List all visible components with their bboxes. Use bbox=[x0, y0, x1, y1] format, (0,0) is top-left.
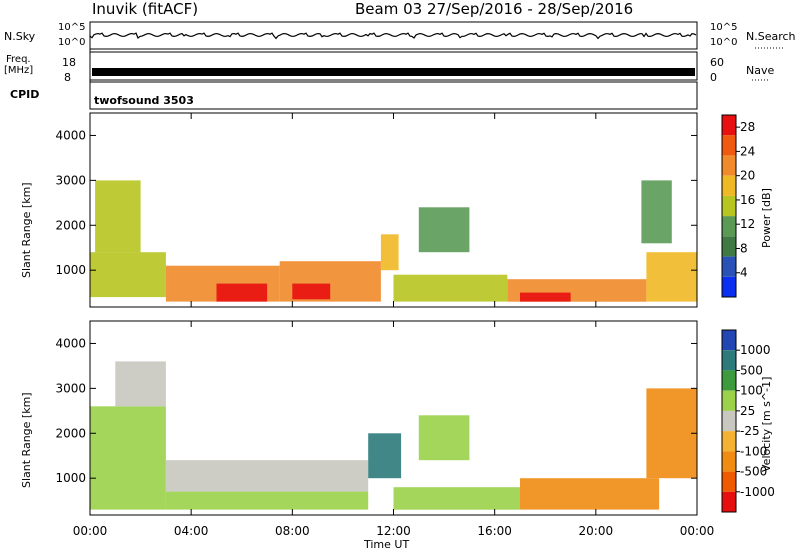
colorbar-tick-label-0-6: 28 bbox=[740, 120, 755, 134]
colorbar-swatch-1-8 bbox=[722, 491, 736, 512]
data-region-0-10 bbox=[520, 292, 571, 302]
cpid-value: twofsound 3503 bbox=[94, 94, 194, 107]
colorbar-tick-label-0-5: 24 bbox=[740, 144, 755, 158]
ytick-label-1-2: 3000 bbox=[55, 381, 86, 395]
colorbar-tick-label-1-4: -25 bbox=[740, 424, 760, 438]
colorbar-swatch-1-4 bbox=[722, 410, 736, 432]
beam-date-title: Beam 03 27/Sep/2016 - 28/Sep/2016 bbox=[355, 0, 634, 18]
colorbar-swatch-0-0 bbox=[722, 276, 736, 297]
ytick-label-0-1: 2000 bbox=[55, 218, 86, 232]
nsky-tick-bottom: 10^0 bbox=[58, 37, 86, 48]
data-region-0-6 bbox=[380, 234, 399, 271]
nave-trace bbox=[92, 68, 695, 76]
colorbar-frame-1 bbox=[721, 329, 737, 513]
colorbar-swatch-1-1 bbox=[722, 350, 736, 371]
colorbar-tick-label-1-7: -1000 bbox=[740, 485, 775, 499]
data-region-1-5 bbox=[393, 487, 520, 510]
colorbar-swatch-1-3 bbox=[722, 390, 736, 411]
colorbar-swatch-0-4 bbox=[722, 195, 736, 217]
freq-tick-top: 18 bbox=[62, 56, 76, 69]
colorbar-tick-label-0-4: 20 bbox=[740, 169, 755, 183]
ytick-label-1-3: 4000 bbox=[55, 336, 86, 350]
data-region-1-7 bbox=[520, 478, 660, 510]
colorbar-swatch-1-5 bbox=[722, 431, 736, 452]
colorbar-tick-label-1-2: 100 bbox=[740, 384, 763, 398]
data-region-1-4 bbox=[368, 433, 402, 479]
nave-label: Nave bbox=[746, 64, 775, 77]
data-region-1-3 bbox=[165, 491, 369, 510]
data-region-1-6 bbox=[418, 415, 470, 461]
colorbar-tick-label-1-6: -500 bbox=[740, 465, 767, 479]
velocity-ylabel: Slant Range [km] bbox=[20, 392, 33, 488]
ytick-label-0-2: 3000 bbox=[55, 173, 86, 187]
colorbar-swatch-0-3 bbox=[722, 216, 736, 237]
power-colorbar-label: Power [dB] bbox=[760, 188, 773, 248]
colorbar-swatch-0-5 bbox=[722, 175, 736, 196]
xtick-label-0: 00:00 bbox=[73, 524, 108, 538]
nave-tick-top: 60 bbox=[710, 56, 724, 69]
colorbar-swatch-1-7 bbox=[722, 471, 736, 492]
xtick-label-5: 20:00 bbox=[579, 524, 614, 538]
velocity-colorbar-label: Velocity [m s^-1] bbox=[760, 376, 773, 472]
data-region-0-1 bbox=[95, 180, 141, 253]
heatmap-panel-0 bbox=[90, 180, 697, 302]
cpid-label: CPID bbox=[10, 88, 40, 101]
colorbar-tick-label-1-1: 500 bbox=[740, 363, 763, 377]
ytick-label-0-0: 1000 bbox=[55, 263, 86, 277]
nsky-tick-top: 10^5 bbox=[58, 22, 86, 33]
data-region-1-2 bbox=[165, 460, 369, 492]
colorbar-tick-label-0-3: 16 bbox=[740, 193, 755, 207]
nsky-trace bbox=[89, 32, 697, 40]
colorbar-swatch-1-2 bbox=[722, 370, 736, 391]
data-region-0-11 bbox=[646, 252, 697, 302]
data-region-1-8 bbox=[646, 388, 697, 479]
xtick-label-6: 00:00 bbox=[680, 524, 715, 538]
colorbar-swatch-0-6 bbox=[722, 155, 736, 176]
station-title: Inuvik (fitACF) bbox=[92, 0, 199, 18]
colorbar-swatch-0-1 bbox=[722, 256, 736, 277]
data-region-0-8 bbox=[418, 207, 470, 253]
ytick-label-0-3: 4000 bbox=[55, 128, 86, 142]
data-region-1-0 bbox=[90, 406, 166, 510]
colorbar-frame-0 bbox=[721, 114, 737, 298]
colorbar-tick-label-1-5: -100 bbox=[740, 444, 767, 458]
xtick-label-1: 04:00 bbox=[174, 524, 209, 538]
ytick-label-1-1: 2000 bbox=[55, 426, 86, 440]
freq-label: Freq. bbox=[6, 54, 31, 65]
nsky-label: N.Sky bbox=[4, 30, 36, 43]
ytick-label-1-0: 1000 bbox=[55, 471, 86, 485]
time-axis-label: Time UT bbox=[364, 538, 410, 551]
xtick-label-2: 08:00 bbox=[275, 524, 310, 538]
data-region-0-7 bbox=[393, 274, 508, 302]
colorbar-tick-label-1-3: 25 bbox=[740, 404, 755, 418]
colorbar-tick-label-0-1: 8 bbox=[740, 241, 748, 255]
colorbar-swatch-1-6 bbox=[722, 451, 736, 472]
colorbar-tick-label-1-0: 1000 bbox=[740, 343, 771, 357]
colorbar-swatch-0-8 bbox=[722, 115, 736, 136]
freq-tick-bottom: 8 bbox=[64, 71, 71, 84]
heatmap-panel-1 bbox=[90, 361, 697, 510]
nave-tick-bottom: 0 bbox=[710, 71, 717, 84]
colorbar-swatch-1-0 bbox=[722, 330, 736, 351]
freq-unit: [MHz] bbox=[4, 65, 34, 76]
data-region-0-5 bbox=[292, 283, 331, 300]
nsearch-label: N.Search bbox=[746, 30, 796, 43]
power-ylabel: Slant Range [km] bbox=[20, 182, 33, 278]
colorbar-swatch-0-7 bbox=[722, 135, 736, 156]
data-region-1-1 bbox=[115, 361, 166, 407]
nsearch-tick-bottom: 10^0 bbox=[710, 37, 738, 48]
colorbar-tick-label-0-0: 4 bbox=[740, 266, 748, 280]
xtick-label-3: 12:00 bbox=[376, 524, 411, 538]
data-region-0-0 bbox=[90, 252, 166, 298]
nsearch-tick-top: 10^5 bbox=[710, 22, 738, 33]
data-region-0-3 bbox=[216, 283, 268, 302]
colorbar-tick-label-0-2: 12 bbox=[740, 217, 755, 231]
data-region-0-12 bbox=[641, 180, 672, 244]
nsky-panel-frame bbox=[89, 21, 698, 50]
colorbar-swatch-0-2 bbox=[722, 236, 736, 257]
xtick-label-4: 16:00 bbox=[477, 524, 512, 538]
